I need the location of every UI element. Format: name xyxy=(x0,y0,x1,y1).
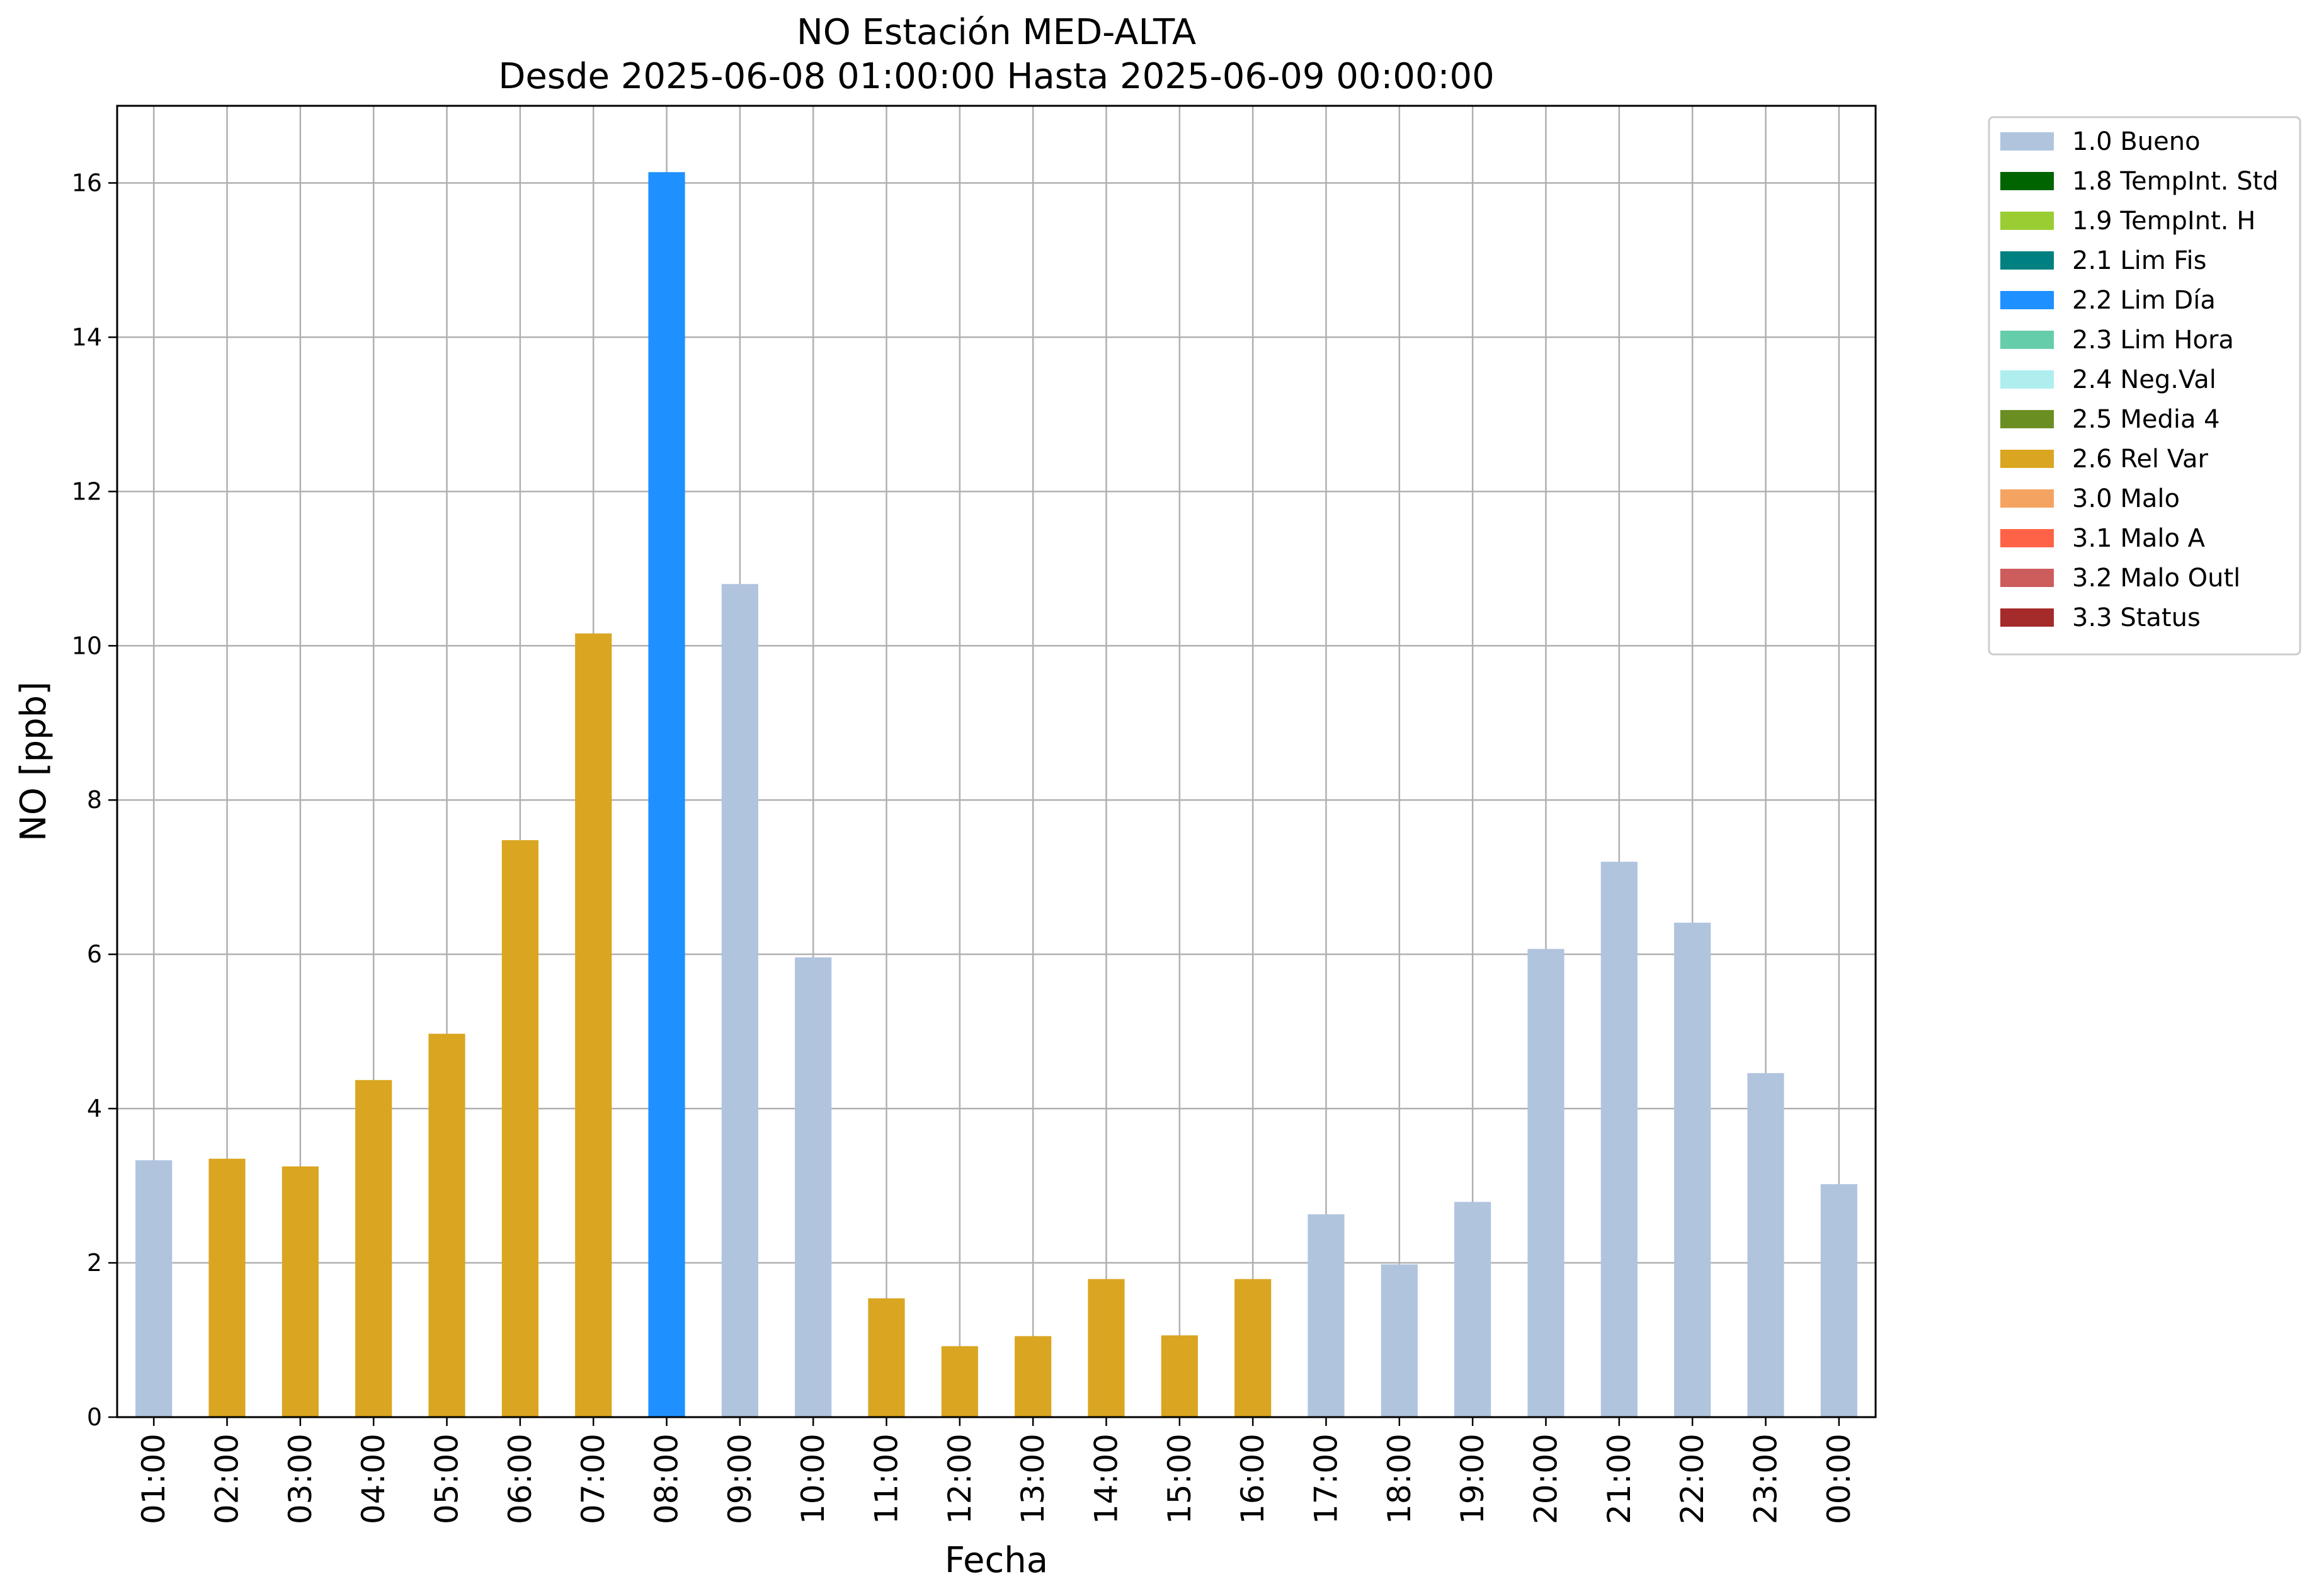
bars xyxy=(135,172,1857,1417)
legend-swatch xyxy=(2000,251,2054,270)
x-tick-label: 03:00 xyxy=(282,1434,319,1524)
plot-frame xyxy=(116,105,1877,1418)
legend-swatch xyxy=(2000,569,2054,587)
legend-label: 2.3 Lim Hora xyxy=(2072,326,2234,355)
x-tick-label: 02:00 xyxy=(209,1434,246,1524)
bar xyxy=(1015,1336,1052,1417)
y-tick-label: 4 xyxy=(87,1095,102,1122)
x-tick-label: 22:00 xyxy=(1674,1434,1711,1524)
y-axis-label: NO [ppb] xyxy=(13,681,54,841)
legend-swatch xyxy=(2000,410,2054,428)
legend-swatch xyxy=(2000,450,2054,468)
x-tick-label: 06:00 xyxy=(502,1434,538,1524)
x-tick-label: 20:00 xyxy=(1528,1434,1564,1524)
legend-swatch xyxy=(2000,132,2054,151)
legend-label: 3.0 Malo xyxy=(2072,484,2180,513)
y-tick-label: 16 xyxy=(72,169,102,197)
legend-swatch xyxy=(2000,331,2054,349)
x-axis-label: Fecha xyxy=(945,1540,1048,1581)
bar xyxy=(428,1034,465,1417)
legend-label: 2.4 Neg.Val xyxy=(2072,365,2216,394)
legend-swatch xyxy=(2000,608,2054,627)
bar xyxy=(1454,1202,1491,1417)
x-tick-label: 14:00 xyxy=(1088,1434,1125,1524)
x-tick-label: 13:00 xyxy=(1015,1434,1051,1524)
x-tick-label: 18:00 xyxy=(1381,1434,1418,1524)
chart-subtitle: Desde 2025-06-08 01:00:00 Hasta 2025-06-… xyxy=(498,56,1495,97)
bar xyxy=(868,1298,905,1417)
y-tick-label: 2 xyxy=(87,1249,102,1277)
x-tick-label: 08:00 xyxy=(649,1434,685,1524)
bar xyxy=(1527,949,1564,1417)
legend-swatch xyxy=(2000,212,2054,230)
bar xyxy=(1674,922,1711,1417)
bar xyxy=(355,1080,392,1417)
x-tick-label: 04:00 xyxy=(355,1434,392,1524)
x-tick-label: 15:00 xyxy=(1161,1434,1198,1524)
y-tick-label: 6 xyxy=(87,940,102,968)
bar xyxy=(1600,862,1638,1417)
bar xyxy=(1381,1264,1418,1417)
legend-label: 2.1 Lim Fis xyxy=(2072,246,2206,275)
bar xyxy=(941,1346,978,1417)
legend-box xyxy=(1988,116,2301,656)
bar xyxy=(795,957,832,1417)
legend-label: 1.8 TempInt. Std xyxy=(2072,167,2279,196)
x-tick-label: 05:00 xyxy=(429,1434,465,1524)
legend: 1.0 Bueno 1.8 TempInt. Std 1.9 TempInt. H 2… xyxy=(1988,116,2301,656)
bar xyxy=(282,1166,319,1417)
bar xyxy=(1308,1214,1345,1417)
x-tick-label: 21:00 xyxy=(1601,1434,1638,1524)
legend-swatch xyxy=(2000,489,2054,508)
bar xyxy=(208,1158,246,1417)
x-axis-ticks: 01:00 02:00 03:00 04:00 05:00 06:00 07:00 08:00… xyxy=(135,1417,1857,1524)
legend-label: 3.2 Malo Outl xyxy=(2072,564,2240,593)
legend-label: 3.1 Malo A xyxy=(2072,524,2206,553)
x-tick-label: 00:00 xyxy=(1821,1434,1857,1524)
legend-swatch xyxy=(2000,529,2054,547)
legend-swatch xyxy=(2000,291,2054,309)
legend-label: 1.0 Bueno xyxy=(2072,127,2201,156)
legend-label: 1.9 TempInt. H xyxy=(2072,207,2255,236)
x-tick-label: 17:00 xyxy=(1308,1434,1345,1524)
legend-label: 2.5 Media 4 xyxy=(2072,405,2220,434)
y-tick-label: 8 xyxy=(87,786,102,814)
x-tick-label: 11:00 xyxy=(869,1434,905,1524)
y-tick-label: 12 xyxy=(72,477,102,505)
x-tick-label: 19:00 xyxy=(1454,1434,1491,1524)
bar xyxy=(1820,1184,1857,1417)
y-tick-label: 0 xyxy=(87,1403,102,1431)
bar xyxy=(1747,1073,1784,1417)
bar xyxy=(575,633,612,1417)
bar xyxy=(1088,1279,1125,1417)
bar xyxy=(648,172,685,1417)
bar xyxy=(1161,1335,1198,1417)
legend-label: 2.2 Lim Día xyxy=(2072,286,2216,315)
x-tick-label: 07:00 xyxy=(575,1434,612,1524)
x-tick-label: 23:00 xyxy=(1748,1434,1784,1524)
legend-label: 3.3 Status xyxy=(2072,603,2201,632)
bar xyxy=(1234,1279,1272,1417)
legend-label: 2.6 Rel Var xyxy=(2072,445,2209,474)
x-tick-label: 12:00 xyxy=(942,1434,978,1524)
legend-swatch xyxy=(2000,172,2054,190)
x-tick-label: 10:00 xyxy=(795,1434,831,1524)
y-tick-label: 10 xyxy=(72,632,102,659)
y-axis-ticks: 0 2 4 6 8 10 12 14 16 xyxy=(72,169,117,1431)
bar xyxy=(135,1160,173,1417)
x-tick-label: 01:00 xyxy=(135,1434,172,1524)
legend-swatch xyxy=(2000,370,2054,389)
chart-title: NO Estación MED-ALTA xyxy=(797,12,1196,53)
bar xyxy=(721,584,758,1417)
y-tick-label: 14 xyxy=(72,323,102,351)
x-tick-label: 16:00 xyxy=(1234,1434,1271,1524)
x-tick-label: 09:00 xyxy=(722,1434,758,1524)
bar xyxy=(501,840,538,1417)
